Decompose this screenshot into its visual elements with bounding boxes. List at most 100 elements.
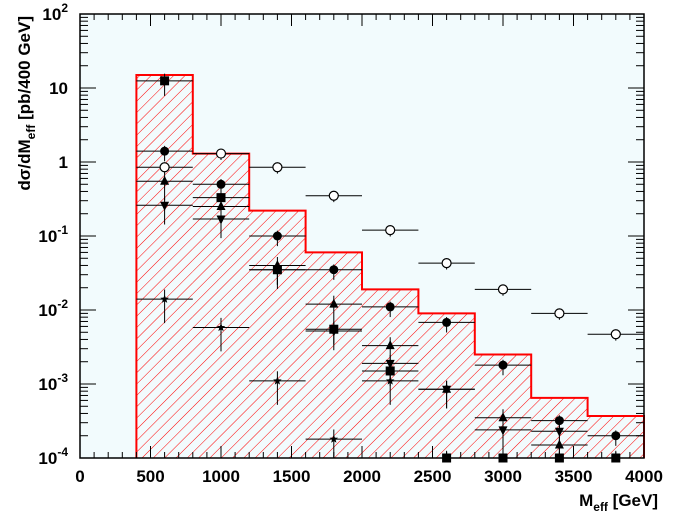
data-point	[305, 264, 362, 280]
marker-triangle-up	[160, 175, 170, 185]
marker-star	[385, 376, 395, 385]
data-point	[362, 225, 419, 237]
axis-ticks	[79, 14, 645, 459]
data-point	[474, 359, 532, 376]
marker-triangle-down	[272, 266, 282, 276]
marker-open-circle	[554, 308, 565, 319]
data-point	[418, 258, 475, 270]
data-point	[249, 230, 306, 247]
data-point	[136, 73, 193, 96]
series-triangle-down	[136, 196, 588, 451]
x-tick-label: 3500	[555, 467, 593, 486]
data-point	[362, 301, 419, 318]
marker-open-circle	[159, 162, 170, 173]
marker-filled-circle	[498, 360, 508, 370]
marker-filled-square	[160, 76, 170, 86]
marker-triangle-up	[216, 201, 226, 211]
marker-filled-circle	[272, 231, 282, 241]
data-point	[305, 322, 362, 351]
x-tick-label: 2000	[343, 467, 381, 486]
marker-triangle-down	[554, 427, 564, 437]
data-point	[531, 422, 588, 451]
marker-star	[216, 323, 226, 332]
y-tick-label: 10-2	[38, 297, 68, 320]
histogram-bin	[136, 74, 193, 459]
data-point	[362, 371, 419, 405]
data-point	[249, 371, 306, 405]
tick-labels: 0 500 1000 1500 2000 2500 3000 3500 4000 10-4 10-3…	[38, 1, 663, 486]
y-axis-title-subscript: eff	[24, 124, 38, 140]
data-point	[418, 380, 475, 409]
marker-triangle-down	[329, 327, 339, 337]
marker-triangle-up	[329, 298, 339, 308]
marker-filled-circle	[554, 416, 564, 426]
x-axis-title-subscript: eff	[593, 500, 609, 514]
data-point	[192, 210, 250, 239]
y-axis-title-unit: [pb/400 GeV]	[15, 16, 34, 125]
marker-filled-circle	[611, 431, 621, 441]
data-point	[192, 178, 250, 195]
x-tick-label: 0	[75, 467, 84, 486]
marker-open-circle	[328, 190, 339, 201]
marker-filled-circle	[216, 179, 226, 189]
data-point	[305, 190, 362, 203]
data-point	[249, 162, 306, 174]
x-tick-label: 2500	[414, 467, 452, 486]
marker-filled-circle	[442, 317, 452, 327]
marker-filled-circle	[329, 265, 339, 275]
y-tick-label: 102	[42, 1, 68, 24]
data-point	[136, 289, 193, 324]
x-axis-title-unit: [GeV]	[608, 491, 658, 510]
data-point	[305, 295, 362, 324]
data-point	[474, 421, 532, 450]
data-point	[192, 317, 250, 352]
data-point	[418, 317, 475, 333]
marker-triangle-down	[385, 359, 395, 369]
data-point	[587, 430, 644, 446]
data-point	[136, 145, 193, 162]
data-point	[531, 308, 588, 320]
y-axis-title: dσ/dMeff [pb/400 GeV]	[15, 16, 38, 191]
marker-triangle-down	[160, 201, 170, 211]
marker-filled-circle	[160, 146, 170, 156]
y-tick-label: 10-4	[38, 445, 68, 468]
data-point	[249, 261, 306, 289]
marker-triangle-down	[216, 215, 226, 225]
marker-open-circle	[272, 162, 283, 173]
histogram-bin	[305, 252, 362, 458]
data-point	[587, 329, 644, 341]
y-tick-label: 1	[59, 153, 68, 172]
marker-triangle-down	[442, 385, 452, 395]
marker-triangle-up	[385, 340, 395, 350]
marker-open-circle	[385, 225, 396, 236]
marker-star	[160, 294, 169, 303]
x-tick-label: 1500	[273, 467, 311, 486]
x-axis-title: Meff [GeV]	[579, 491, 658, 514]
y-tick-label: 10	[49, 79, 68, 98]
x-tick-label: 4000	[625, 467, 663, 486]
histogram-bin	[249, 210, 306, 458]
marker-triangle-down	[498, 426, 508, 436]
marker-star	[329, 434, 339, 443]
x-tick-label: 500	[136, 467, 164, 486]
data-point	[474, 284, 532, 296]
marker-open-circle	[610, 329, 621, 340]
series-star	[136, 289, 419, 458]
marker-filled-circle	[385, 302, 395, 312]
x-tick-label: 3000	[484, 467, 522, 486]
marker-open-circle	[497, 284, 509, 295]
y-tick-label: 10-1	[38, 223, 68, 246]
series-open-circle	[136, 148, 644, 341]
data-point	[136, 196, 193, 225]
data-point	[136, 172, 193, 201]
marker-filled-square	[216, 193, 226, 203]
data-point	[192, 148, 250, 160]
marker-open-circle	[441, 258, 452, 269]
marker-open-circle	[215, 148, 227, 159]
marker-star	[273, 376, 282, 385]
y-tick-label: 10-3	[38, 371, 68, 394]
x-tick-label: 1000	[202, 467, 240, 486]
data-point	[136, 162, 193, 174]
marker-triangle-up	[498, 412, 508, 422]
